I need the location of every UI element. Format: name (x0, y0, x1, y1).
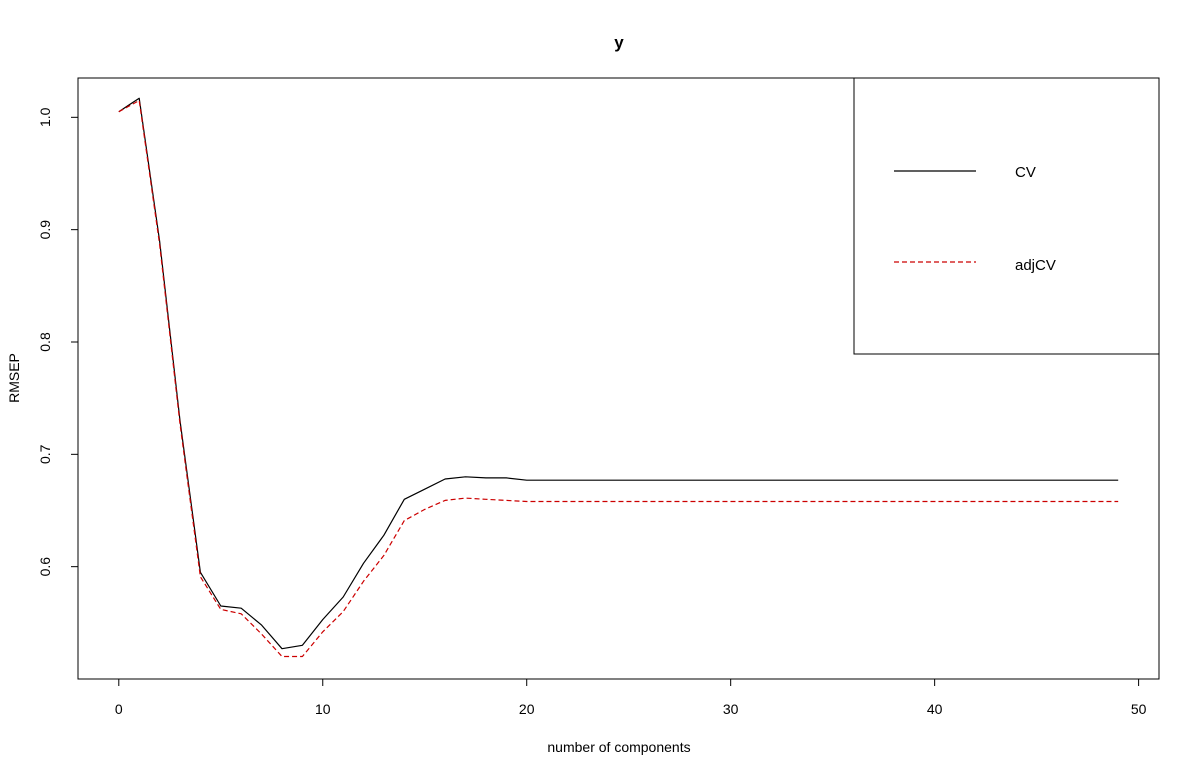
x-tick-label: 50 (1131, 701, 1147, 717)
x-tick-label: 10 (315, 701, 331, 717)
y-axis-label: RMSEP (6, 353, 22, 403)
legend: CV adjCV (853, 77, 1160, 355)
legend-label-adjcv: adjCV (1015, 257, 1056, 274)
y-tick-label: 0.9 (37, 220, 53, 240)
legend-label-cv: CV (1015, 164, 1036, 181)
x-axis: 0 10 20 30 40 50 (115, 679, 1147, 717)
y-tick-label: 1.0 (37, 107, 53, 127)
y-axis: 0.6 0.7 0.8 0.9 1.0 (37, 107, 78, 576)
y-tick-label: 0.8 (37, 332, 53, 352)
chart-title: y (614, 33, 624, 52)
x-tick-label: 0 (115, 701, 123, 717)
x-tick-label: 40 (927, 701, 943, 717)
y-tick-label: 0.7 (37, 444, 53, 464)
series-line-cv (118, 97, 1119, 650)
plot-area-frame (77, 77, 1160, 680)
series-layer (118, 97, 1119, 658)
series-line-adjcv (118, 99, 1119, 658)
x-tick-label: 20 (519, 701, 535, 717)
legend-box (853, 77, 1160, 355)
y-tick-label: 0.6 (37, 557, 53, 577)
x-tick-label: 30 (723, 701, 739, 717)
x-axis-label: number of components (547, 739, 690, 755)
